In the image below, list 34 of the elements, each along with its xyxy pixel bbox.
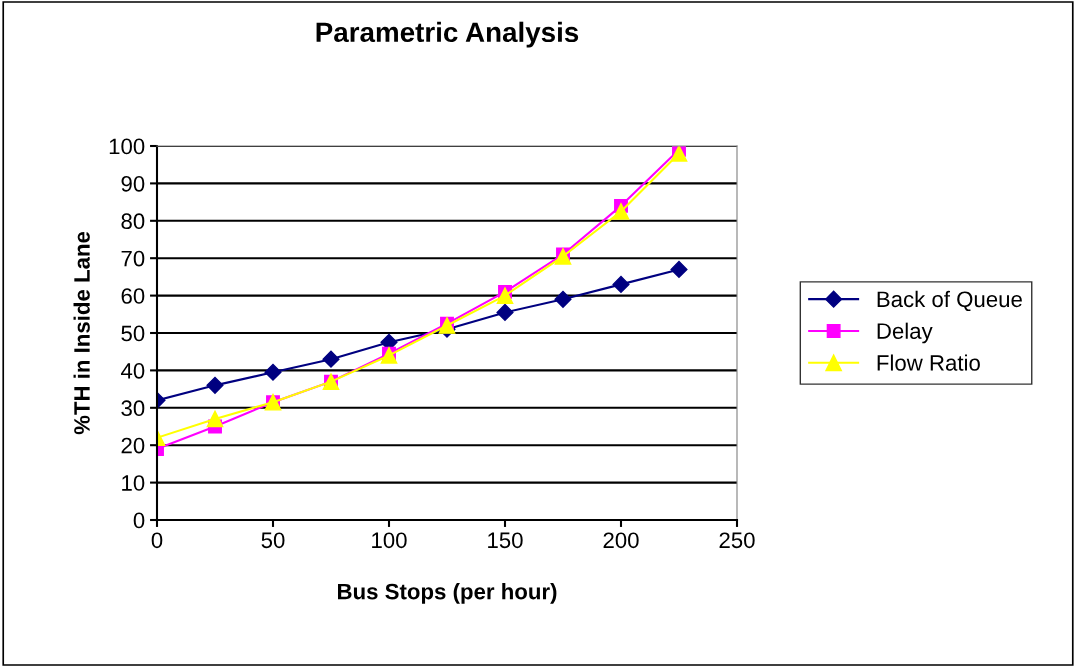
point — [322, 350, 340, 368]
point — [496, 287, 514, 304]
x-tick-label: 100 — [372, 532, 407, 549]
x-tick-label: 250 — [719, 532, 755, 549]
point — [670, 146, 688, 162]
y-tick-label: 30 — [121, 400, 145, 417]
point — [206, 410, 224, 428]
y-tick-label: 10 — [122, 475, 145, 491]
y-axis-title: %TH in Inside Lane — [73, 231, 90, 435]
point — [264, 363, 282, 381]
y-tick-label: 20 — [121, 437, 145, 454]
y-tick-label: 100 — [109, 138, 145, 155]
point — [612, 275, 630, 293]
legend-label: Delay — [877, 322, 933, 344]
y-tick-label: 50 — [121, 325, 145, 342]
y-tick-label: 40 — [120, 362, 145, 379]
point — [670, 260, 688, 278]
point — [554, 290, 572, 308]
y-tick-label: 60 — [121, 288, 145, 304]
point — [206, 376, 224, 394]
x-tick-label: 150 — [488, 532, 523, 549]
y-tick-label: 90 — [121, 175, 145, 192]
legend-label: Flow Ratio — [877, 354, 980, 371]
point — [496, 303, 514, 321]
legend-label: Back of Queue — [877, 290, 1022, 312]
point — [612, 203, 630, 220]
chart-title: Parametric Analysis — [316, 21, 579, 48]
x-tick-label: 200 — [603, 532, 639, 549]
x-tick-label: 50 — [261, 532, 285, 549]
y-tick-label: 70 — [121, 250, 145, 267]
x-tick-label: 0 — [151, 532, 163, 549]
y-tick-label: 80 — [121, 213, 145, 230]
y-tick-label: 0 — [133, 512, 145, 529]
x-axis-title: Bus Stops (per hour) — [338, 583, 557, 604]
